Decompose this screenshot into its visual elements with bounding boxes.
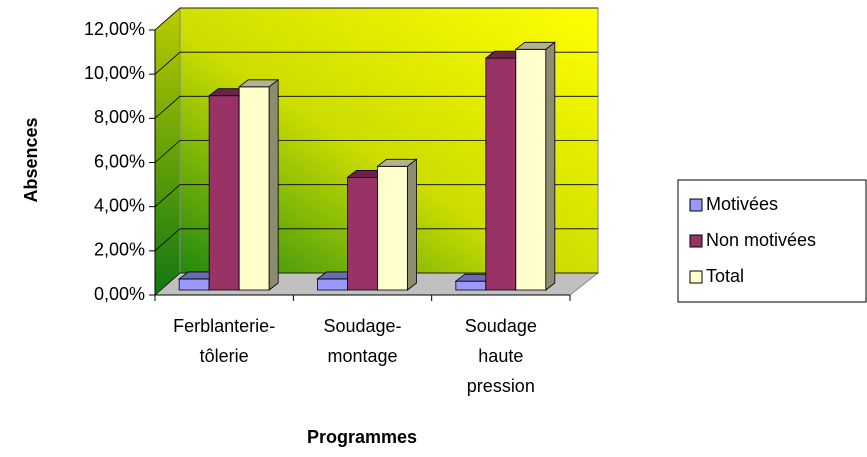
legend-swatch [689, 270, 703, 284]
x-tick-label: Ferblanterie-tôlerie [173, 316, 275, 366]
bar [238, 79, 280, 291]
y-tick-label: 0,00% [94, 284, 145, 304]
legend-label: Motivées [706, 194, 778, 214]
bar-front [208, 95, 240, 291]
grid-line [154, 184, 598, 207]
bar-front [485, 57, 517, 291]
y-tick-label: 4,00% [94, 195, 145, 215]
bar-front [347, 176, 378, 291]
bar-front [178, 278, 210, 291]
bar-side [407, 158, 417, 291]
y-tick-label: 8,00% [94, 107, 145, 127]
bar-front [377, 165, 408, 291]
y-axis-label: Absences [21, 117, 41, 202]
y-tick-label: 2,00% [94, 240, 145, 260]
grid-line [154, 51, 598, 75]
bar-side [545, 41, 556, 291]
legend-swatch [689, 234, 703, 248]
bar-front [515, 48, 547, 291]
bar-front [455, 280, 487, 291]
legend-swatch [689, 198, 703, 212]
grid-line [154, 7, 598, 31]
bar [376, 158, 418, 291]
x-axis-label: Programmes [307, 427, 417, 447]
x-tick-label: Soudage haute pression [465, 316, 537, 396]
legend-label: Total [706, 266, 744, 286]
grid-line [154, 272, 598, 296]
grid-line [154, 95, 598, 119]
grid-line [154, 228, 598, 252]
y-tick-label: 10,00% [84, 63, 145, 83]
legend-label: Non motivées [706, 230, 816, 250]
legend [677, 179, 867, 303]
y-tick-label: 6,00% [94, 151, 145, 171]
bar [514, 41, 556, 291]
y-tick-label: 12,00% [84, 19, 145, 39]
bar-front [317, 278, 348, 291]
x-tick-label: Soudage-montage [323, 316, 401, 366]
bar-front [238, 86, 270, 291]
grid-line [154, 140, 598, 163]
bar-side [268, 79, 279, 291]
